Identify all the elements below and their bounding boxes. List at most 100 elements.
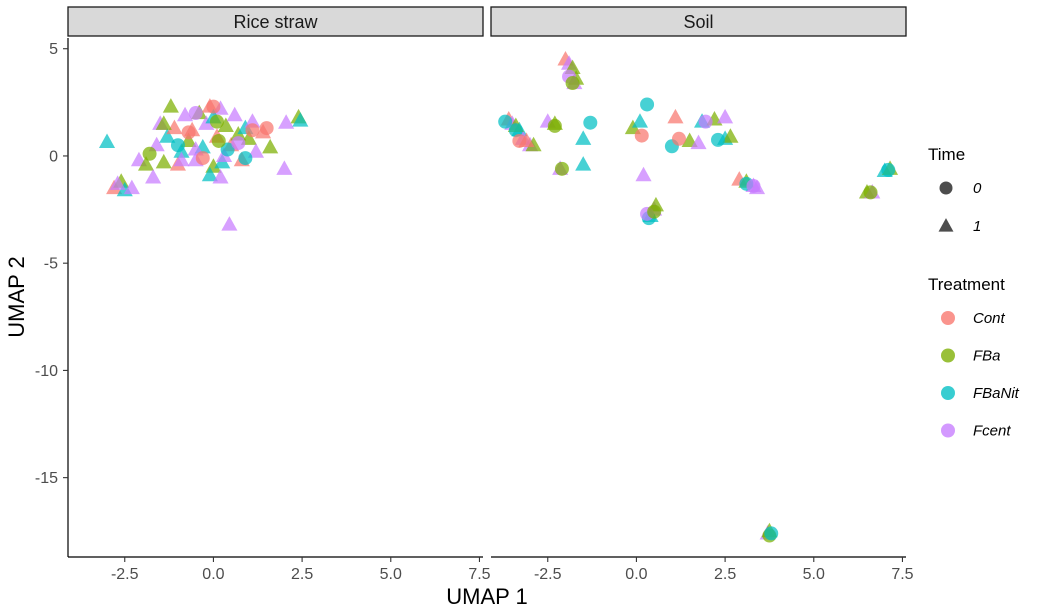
facet-panel-soil: Soil -2.5 0.0 2.5 5.0 7.5 xyxy=(490,6,914,583)
data-point-fcent-t1 xyxy=(177,106,194,122)
x-tick-label: 0.0 xyxy=(625,566,647,583)
data-point-fba-t1 xyxy=(217,117,234,132)
data-points xyxy=(98,98,309,231)
data-point-fba-t1 xyxy=(722,128,739,143)
data-point-fcent-t1 xyxy=(212,168,229,184)
y-tick-label: -5 xyxy=(44,256,58,273)
data-point-fcent-t0 xyxy=(698,114,713,129)
data-point-fbanit-t1 xyxy=(575,130,592,145)
x-tick-label: 0.0 xyxy=(202,566,224,583)
facet-strip-label: Soil xyxy=(683,12,713,32)
data-point-fcent-t1 xyxy=(221,216,238,231)
facet-strip xyxy=(490,6,907,37)
data-points xyxy=(498,50,899,543)
data-point-fba-t1 xyxy=(155,115,172,130)
data-point-fcent-t0 xyxy=(231,136,246,151)
data-point-fba-t0 xyxy=(211,133,226,148)
data-point-fcent-t0 xyxy=(746,178,761,193)
x-tick-label: 2.5 xyxy=(291,566,313,583)
x-axis-title: UMAP 1 xyxy=(446,584,528,609)
data-point-fbanit-t1 xyxy=(575,156,592,171)
legend-key-fba xyxy=(941,348,955,363)
data-point-fba-t1 xyxy=(262,138,279,154)
legend-key-fbanit xyxy=(941,386,955,400)
data-point-fba-t0 xyxy=(863,185,878,200)
data-point-fbanit-t1 xyxy=(159,128,176,143)
data-point-fba-t0 xyxy=(554,161,569,176)
data-point-fbanit-t0 xyxy=(583,115,598,130)
data-point-fcent-t1 xyxy=(244,113,261,128)
data-point-fbanit-t0 xyxy=(238,151,253,166)
facet-panel-rice-straw: Rice straw -2.5 0.0 2.5 5.0 7.5 xyxy=(67,6,491,583)
data-point-fba-t1 xyxy=(525,136,542,152)
data-point-fba-t0 xyxy=(142,146,157,161)
legend: Time 0 1 Treatment Cont FBa FBaNit Fcent xyxy=(928,145,1020,440)
data-point-fba-t0 xyxy=(209,114,224,129)
x-tick-label: 5.0 xyxy=(380,566,402,583)
legend-label-treatment: Fcent xyxy=(973,423,1011,440)
data-point-fba-t1 xyxy=(155,153,172,169)
data-point-fcent-t0 xyxy=(188,106,203,121)
data-point-fbanit-t0 xyxy=(508,123,523,138)
data-point-fcent-t1 xyxy=(690,134,707,150)
data-point-fcent-t1 xyxy=(276,160,293,175)
legend-key-fcent xyxy=(941,423,955,438)
data-point-fba-t0 xyxy=(647,204,662,219)
data-point-fbanit-t0 xyxy=(220,142,235,157)
legend-label-time: 0 xyxy=(973,180,982,197)
data-point-fbanit-t1 xyxy=(292,112,309,127)
legend-label-time: 1 xyxy=(973,218,981,235)
data-point-fcent-t1 xyxy=(247,143,265,158)
legend-label-treatment: Cont xyxy=(973,310,1006,327)
data-point-fba-t0 xyxy=(547,118,562,133)
data-point-cont-t0 xyxy=(259,121,274,136)
x-tick-label: 2.5 xyxy=(714,566,736,583)
data-point-fbanit-t0 xyxy=(640,97,655,112)
y-axis: 5 0 -5 -10 -15 xyxy=(35,41,68,487)
data-point-fcent-t1 xyxy=(635,166,652,182)
data-point-cont-t0 xyxy=(671,131,686,146)
data-point-fba-t1 xyxy=(137,156,155,171)
y-tick-label: -10 xyxy=(35,363,58,380)
legend-label-treatment: FBa xyxy=(973,348,1001,365)
data-point-fcent-t1 xyxy=(145,168,162,184)
data-point-fbanit-t0 xyxy=(764,526,779,541)
x-tick-label: -2.5 xyxy=(111,566,139,583)
data-point-fcent-t1 xyxy=(278,114,295,129)
facet-strip xyxy=(67,6,484,37)
data-point-fba-t0 xyxy=(565,76,580,91)
legend-label-treatment: FBaNit xyxy=(973,385,1020,402)
data-point-fbanit-t0 xyxy=(711,132,726,147)
data-point-fbanit-t1 xyxy=(631,113,649,128)
data-point-fbanit-t1 xyxy=(98,133,116,149)
y-tick-label: 0 xyxy=(49,148,58,165)
legend-key-cont xyxy=(941,311,955,325)
data-point-cont-t0 xyxy=(245,123,260,138)
data-point-cont-t1 xyxy=(166,119,183,135)
data-point-fba-t1 xyxy=(162,98,179,113)
facet-strip-label: Rice straw xyxy=(233,12,318,32)
data-point-fcent-t1 xyxy=(123,179,140,195)
legend-key-time-0 xyxy=(939,181,953,195)
data-point-fbanit-t0 xyxy=(170,138,185,153)
y-axis-title: UMAP 2 xyxy=(4,256,29,338)
data-point-cont-t0 xyxy=(181,125,196,140)
data-point-fcent-t1 xyxy=(717,108,734,124)
data-point-fbanit-t0 xyxy=(881,162,896,177)
data-point-cont-t0 xyxy=(512,133,527,148)
legend-key-time-1 xyxy=(938,218,954,232)
data-point-cont-t0 xyxy=(195,151,210,166)
data-point-fcent-t1 xyxy=(173,151,190,167)
data-point-cont-t0 xyxy=(206,99,221,114)
x-tick-label: 5.0 xyxy=(803,566,825,583)
x-tick-label: 7.5 xyxy=(891,566,913,583)
y-tick-label: 5 xyxy=(49,41,58,58)
data-point-fcent-t1 xyxy=(109,175,126,190)
facet-panels: Rice straw -2.5 0.0 2.5 5.0 7.5 Soil -2.5 0.0 2.5… xyxy=(67,6,914,583)
legend-title-time: Time xyxy=(928,145,965,164)
legend-title-treatment: Treatment xyxy=(928,275,1005,294)
data-point-fcent-t1 xyxy=(226,106,243,122)
data-point-cont-t1 xyxy=(667,108,684,124)
x-tick-label: -2.5 xyxy=(534,566,562,583)
